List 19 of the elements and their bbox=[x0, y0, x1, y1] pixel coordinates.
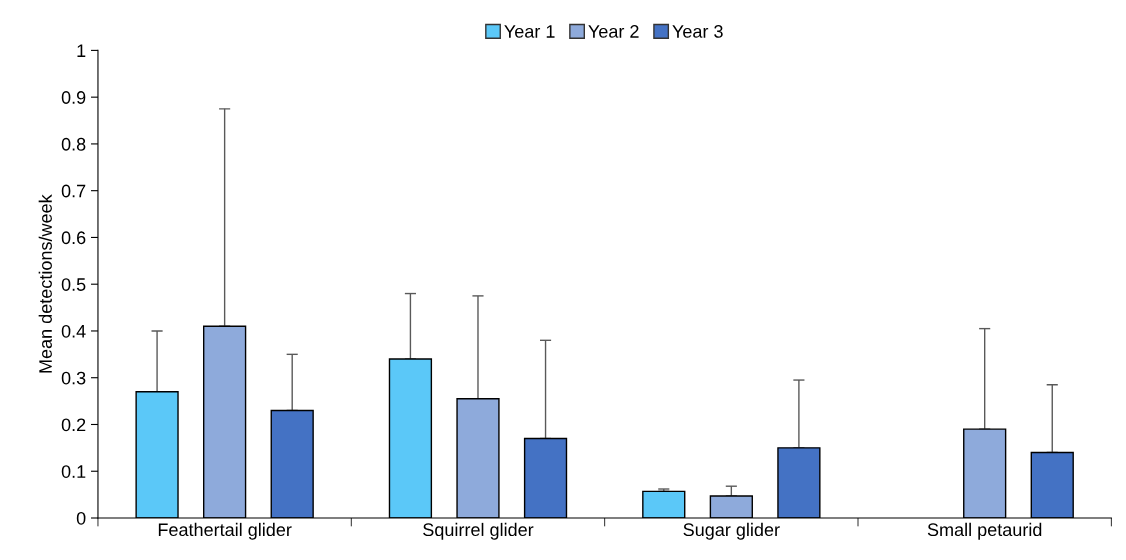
x-tick-label: Sugar glider bbox=[683, 522, 780, 540]
x-tick-label: Small petaurid bbox=[927, 522, 1042, 540]
y-tick-label: 0.9 bbox=[61, 91, 86, 104]
x-tick-label: Feathertail glider bbox=[158, 522, 292, 540]
y-tick-label: 0.1 bbox=[61, 465, 86, 478]
y-axis-title: Mean detections/week bbox=[38, 194, 52, 373]
y-tick-label: 0.7 bbox=[61, 184, 86, 198]
y-tick-label: 1 bbox=[77, 44, 86, 57]
legend-label: Year 2 bbox=[588, 25, 639, 38]
x-tick-label: Squirrel glider bbox=[423, 522, 534, 540]
legend-label: Year 3 bbox=[672, 25, 723, 38]
y-tick-label: 0.4 bbox=[61, 324, 86, 338]
y-tick-label: 0.6 bbox=[61, 231, 86, 245]
y-tick-label: 0.3 bbox=[61, 371, 86, 385]
y-tick-label: 0.2 bbox=[61, 418, 86, 432]
y-tick-label: 0 bbox=[76, 511, 86, 525]
legend-label: Year 1 bbox=[504, 25, 555, 38]
y-tick-label: 0.8 bbox=[61, 137, 86, 151]
y-tick-label: 0.5 bbox=[61, 278, 86, 291]
